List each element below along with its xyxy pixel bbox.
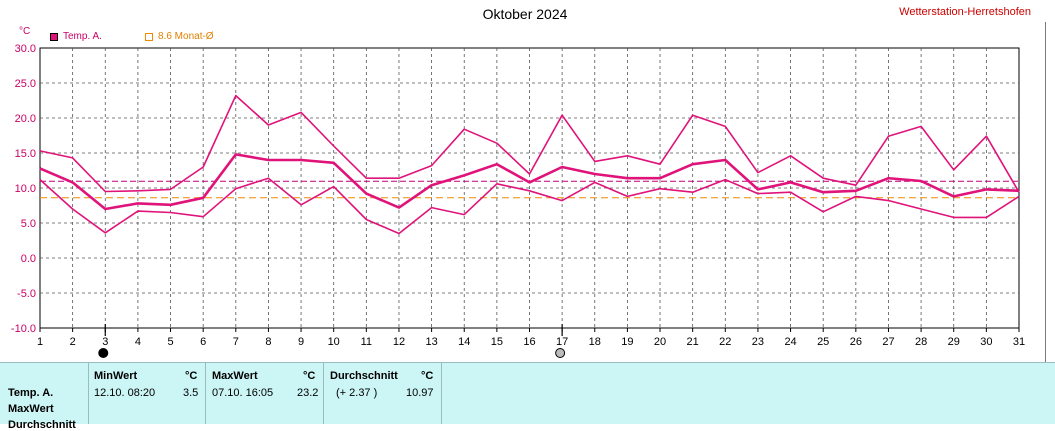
x-tick-label: 16 (523, 336, 535, 348)
x-tick-label: 7 (233, 336, 239, 348)
grid-lines (39, 48, 1020, 332)
x-tick-label: 25 (817, 336, 829, 348)
y-axis-unit: °C (19, 26, 31, 37)
x-tick-label: 20 (654, 336, 666, 348)
legend-swatch-temp (50, 32, 58, 41)
avg-delta: (+ 2.37 ) (336, 387, 378, 399)
legend-label-temp: Temp. A. (63, 31, 102, 42)
min-datetime: 12.10. 08:20 (94, 387, 156, 399)
x-tick-label: 30 (980, 336, 992, 348)
chart-title: Oktober 2024 (482, 6, 568, 22)
moon-phase-markers (98, 324, 566, 358)
legend-swatch-average (145, 32, 153, 41)
avg-column: Durchschnitt °C (+ 2.37 ) 10.97 (324, 363, 442, 424)
x-tick-label: 18 (589, 336, 601, 348)
x-tick-label: 2 (70, 336, 76, 348)
min-value: 3.5 (183, 387, 199, 399)
x-tick-label: 29 (948, 336, 960, 348)
statistics-table: Temp. A. MaxWert Durchschnitt MinWert °C… (0, 362, 1055, 431)
min-header: MinWert (94, 370, 138, 382)
x-tick-label: 9 (298, 336, 304, 348)
station-name: Wetterstation-Herretshofen (899, 6, 1031, 18)
avg-header: Durchschnitt (330, 370, 398, 382)
series-lines (39, 94, 1020, 235)
y-tick-label: 30.0 (15, 43, 36, 55)
new-moon-icon (98, 348, 109, 358)
x-tick-label: 15 (491, 336, 503, 348)
x-tick-label: 21 (687, 336, 699, 348)
x-tick-label: 6 (200, 336, 206, 348)
x-tick-label: 28 (915, 336, 927, 348)
max-header: MaxWert (212, 370, 258, 382)
x-tick-label: 13 (425, 336, 437, 348)
y-tick-label: 25.0 (15, 78, 36, 90)
x-tick-label: 8 (265, 336, 271, 348)
row-label-temp: Temp. A. (8, 387, 54, 399)
x-tick-label: 23 (752, 336, 764, 348)
legend-item-monthly-average: 8.6 Monat-Ø (145, 31, 214, 42)
x-tick-label: 4 (135, 336, 141, 348)
x-tick-label: 22 (719, 336, 731, 348)
x-tick-label: 24 (784, 336, 796, 348)
x-tick-label: 19 (621, 336, 633, 348)
x-tick-labels: 1 2 3 4 5 6 7 8 9 10 11 12 13 14 15 16 17 18 19 20 21 22 23 24 2… (37, 336, 1025, 348)
x-tick-label: 17 (556, 336, 568, 348)
full-moon-icon (555, 348, 566, 358)
series-line-temp-max (39, 94, 1020, 193)
x-tick-label: 14 (458, 336, 470, 348)
x-tick-label: 1 (37, 336, 43, 348)
y-tick-label: -10.0 (11, 323, 36, 335)
legend-label-average: 8.6 Monat-Ø (158, 31, 214, 42)
legend-item-temp: Temp. A. (50, 31, 102, 42)
x-tick-label: 10 (328, 336, 340, 348)
max-column: MaxWert °C 07.10. 16:05 23.2 (206, 363, 324, 424)
row-label-max: MaxWert (8, 403, 54, 415)
max-value: 23.2 (297, 387, 319, 399)
x-tick-label: 27 (882, 336, 894, 348)
vertical-scrollbar[interactable] (1045, 22, 1055, 362)
y-tick-label: 0.0 (21, 253, 36, 265)
x-tick-label: 12 (393, 336, 405, 348)
row-label-column: Temp. A. MaxWert Durchschnitt (0, 363, 89, 431)
avg-unit: °C (421, 370, 434, 382)
x-tick-label: 26 (850, 336, 862, 348)
max-unit: °C (303, 370, 316, 382)
series-line-temp-min (39, 177, 1020, 235)
avg-value: 10.97 (406, 387, 434, 399)
series-line-temp-average (39, 153, 1020, 211)
y-tick-labels: 30.0 25.0 20.0 15.0 10.0 5.0 0.0 -5.0 -10.0 (11, 43, 36, 335)
y-tick-label: 15.0 (15, 148, 36, 160)
min-column: MinWert °C 12.10. 08:20 3.5 (88, 363, 206, 424)
x-tick-label: 11 (361, 336, 372, 348)
max-datetime: 07.10. 16:05 (212, 387, 274, 399)
y-tick-label: 20.0 (15, 113, 36, 125)
y-tick-label: 5.0 (21, 218, 36, 230)
y-tick-label: -5.0 (17, 288, 36, 300)
x-tick-label: 31 (1013, 336, 1025, 348)
min-unit: °C (185, 370, 198, 382)
y-tick-label: 10.0 (15, 183, 36, 195)
x-tick-label: 3 (102, 336, 108, 348)
row-label-avg: Durchschnitt (8, 419, 76, 431)
x-tick-label: 5 (167, 336, 173, 348)
